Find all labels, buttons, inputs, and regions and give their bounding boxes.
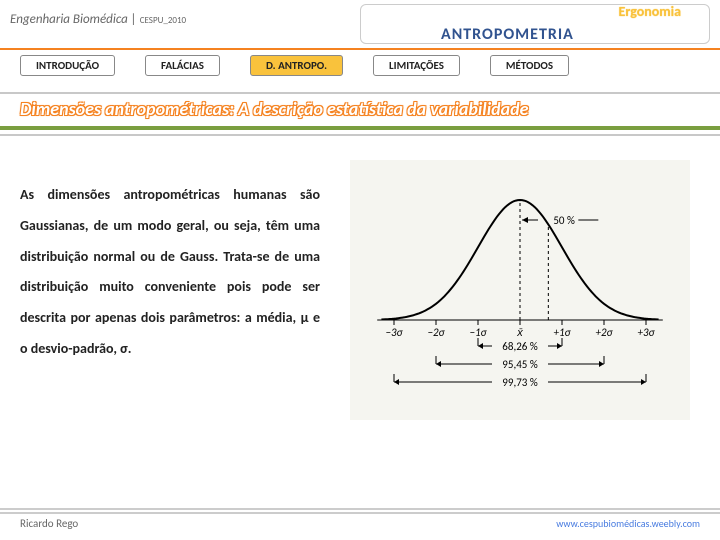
- svg-text:−2σ: −2σ: [428, 326, 446, 339]
- tab-m-todos[interactable]: MÉTODOS: [490, 55, 569, 76]
- tab-limita-es[interactable]: LIMITAÇÕES: [373, 55, 460, 76]
- normal-distribution-chart: −3σ −2σ −1σ x̄ +1σ +2σ +3σ 50 % 68,26 % 95,45 % 99…: [350, 160, 690, 420]
- divider-gray-top: [0, 92, 720, 94]
- svg-text:95,45 %: 95,45 %: [502, 358, 538, 371]
- topic-label: ANTROPOMETRIA: [441, 25, 574, 44]
- topic-box: Ergonomia ANTROPOMETRIA: [360, 4, 710, 44]
- footer-author: Ricardo Rego: [20, 517, 78, 530]
- svg-text:50 %: 50 %: [553, 214, 575, 227]
- course-code: CESPU_2010: [140, 15, 186, 26]
- section-title: Dimensões antropométricas: A descrição e…: [20, 98, 528, 120]
- brand-label: Ergonomia: [619, 3, 681, 20]
- divider-green: [0, 126, 720, 130]
- svg-text:99,73 %: 99,73 %: [502, 376, 538, 389]
- divider-orange: [0, 48, 720, 50]
- course-name: Engenharia Biomédica |: [10, 12, 137, 27]
- header-course: Engenharia Biomédica | CESPU_2010: [10, 12, 186, 27]
- svg-text:68,26 %: 68,26 %: [502, 340, 538, 353]
- footer-url: www.cespubiomédicas.weebly.com: [556, 517, 700, 530]
- tab-bar: INTRODUÇÃO FALÁCIAS D. ANTROPO. LIMITAÇÕES M…: [20, 55, 569, 76]
- footer-divider: [0, 508, 720, 510]
- divider-gray-bottom: [0, 134, 720, 136]
- tab-fal-cias[interactable]: FALÁCIAS: [145, 55, 220, 76]
- svg-text:−1σ: −1σ: [470, 326, 488, 339]
- tab-d-antropo-[interactable]: D. ANTROPO.: [250, 55, 343, 76]
- svg-text:+2σ: +2σ: [596, 326, 614, 339]
- svg-text:x̄: x̄: [516, 326, 523, 339]
- svg-text:−3σ: −3σ: [386, 326, 404, 339]
- svg-text:+3σ: +3σ: [638, 326, 656, 339]
- body-paragraph: As dimensões antropométricas humanas são…: [20, 180, 320, 365]
- svg-text:+1σ: +1σ: [554, 326, 572, 339]
- tab-introdu-o[interactable]: INTRODUÇÃO: [20, 55, 115, 76]
